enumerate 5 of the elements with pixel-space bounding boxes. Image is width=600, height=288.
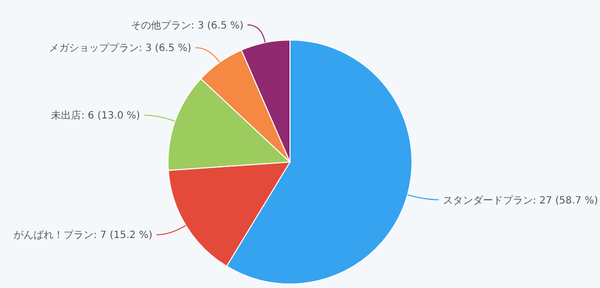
slice-label: メガショッププラン: 3 (6.5 %) bbox=[48, 42, 192, 54]
slice-label: 未出店: 6 (13.0 %) bbox=[51, 110, 140, 122]
slice-label: がんばれ！プラン: 7 (15.2 %) bbox=[14, 229, 152, 242]
slice-label: その他プラン: 3 (6.5 %) bbox=[131, 19, 244, 32]
slice-label: スタンダードプラン: 27 (58.7 %) bbox=[442, 194, 598, 206]
